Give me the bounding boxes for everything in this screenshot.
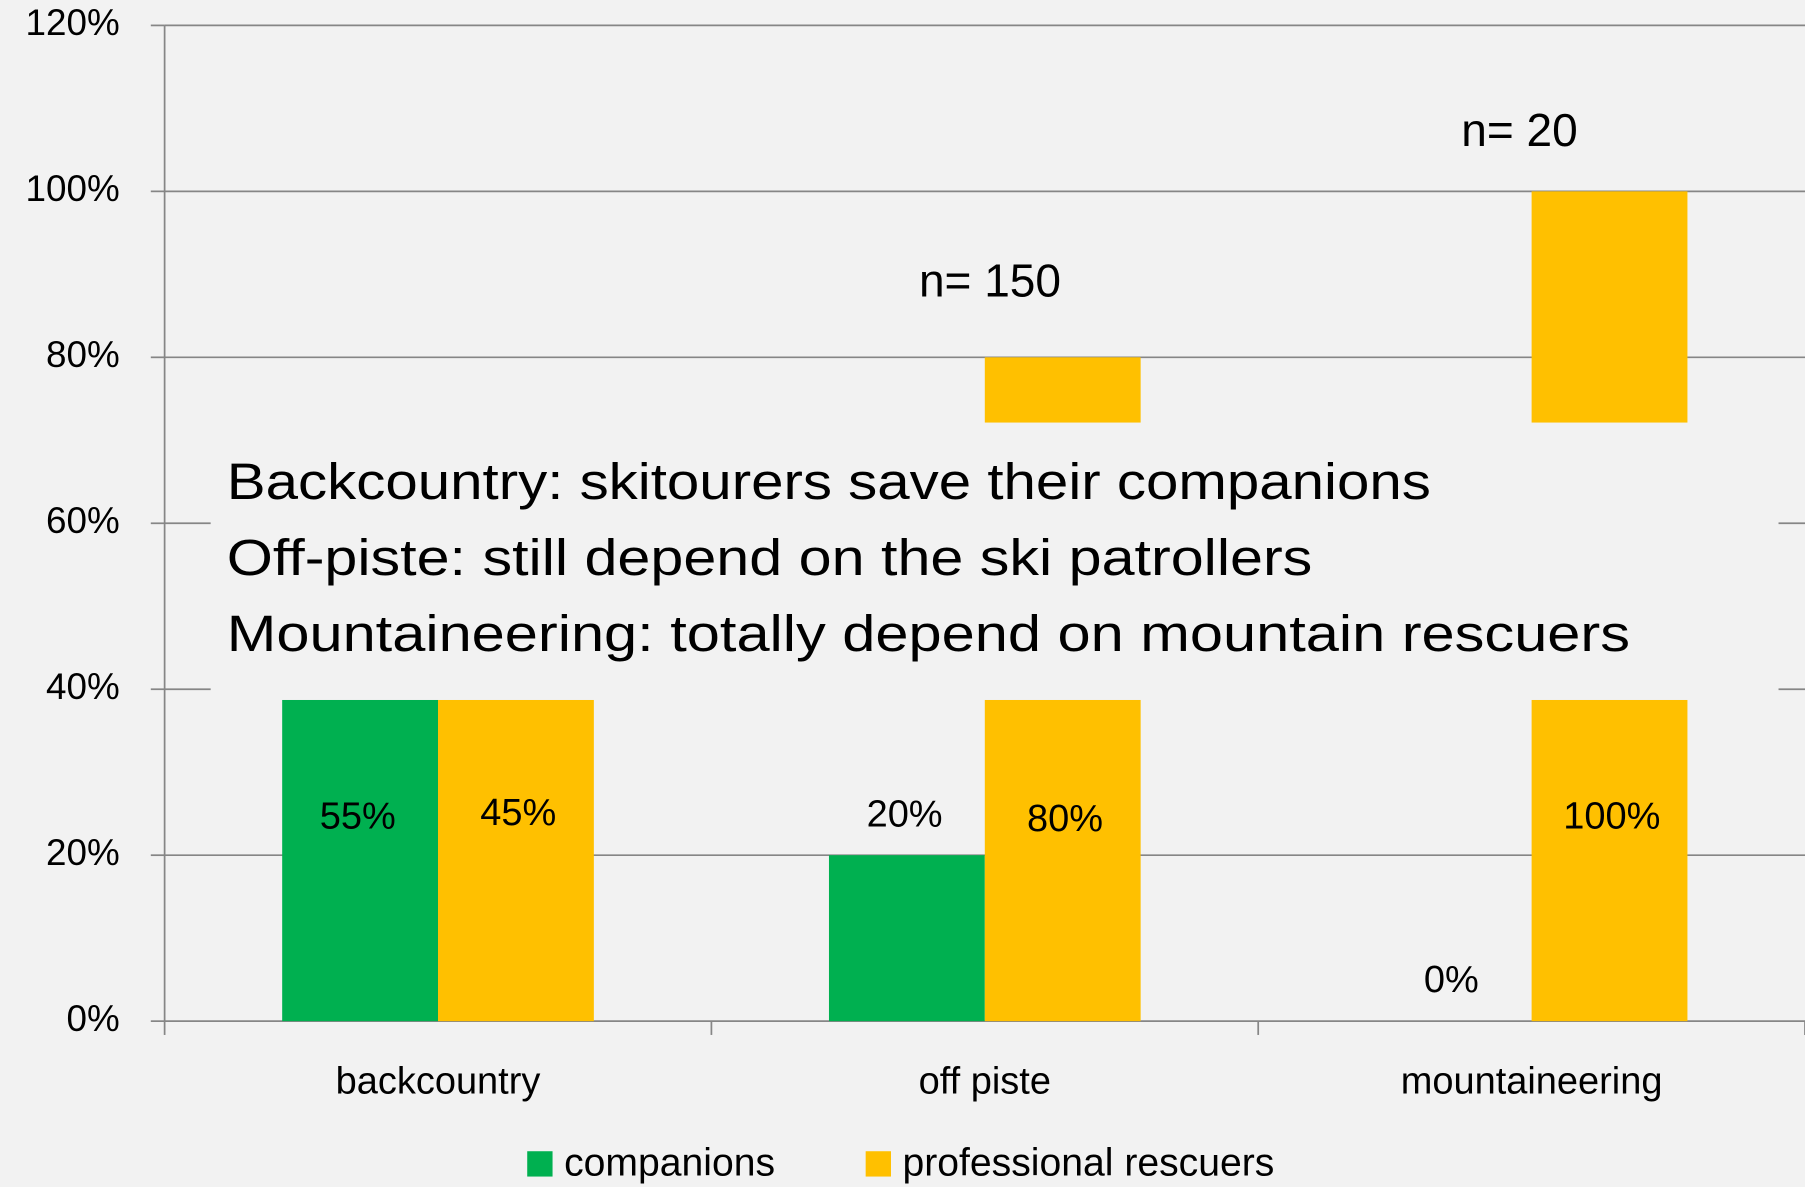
x-tick-label: backcountry [336, 1060, 541, 1102]
data-label: 20% [867, 793, 943, 835]
annotation: n= 20 [1461, 104, 1577, 156]
annotation: n= 150 [919, 255, 1061, 307]
legend-swatch [527, 1151, 553, 1177]
data-label: 0% [1424, 959, 1479, 1001]
data-label: 80% [1027, 798, 1103, 840]
y-tick-label: 40% [46, 666, 120, 707]
data-label: 55% [320, 796, 396, 838]
y-tick-label: 120% [26, 2, 120, 43]
bar [828, 855, 985, 1022]
bar [438, 647, 594, 1022]
x-tick-label: off piste [919, 1060, 1051, 1102]
y-tick-label: 100% [26, 168, 120, 209]
y-tick-label: 60% [46, 500, 120, 541]
legend-label: professional rescuers [903, 1141, 1275, 1184]
x-tick-label: mountaineering [1401, 1060, 1663, 1102]
y-tick-label: 0% [66, 998, 119, 1039]
y-tick-label: 20% [46, 832, 120, 873]
annotation: Mountaineering: totally depend on mounta… [227, 605, 1630, 662]
data-label: 45% [480, 792, 556, 834]
annotation-box [210, 422, 1779, 700]
y-tick-label: 80% [46, 334, 120, 375]
legend-label: companions [564, 1141, 775, 1184]
legend-swatch [865, 1151, 891, 1177]
annotation: Off-piste: still depend on the ski patro… [227, 529, 1313, 586]
annotation: Backcountry: skitourers save their compa… [227, 453, 1431, 510]
data-label: 100% [1563, 796, 1660, 838]
